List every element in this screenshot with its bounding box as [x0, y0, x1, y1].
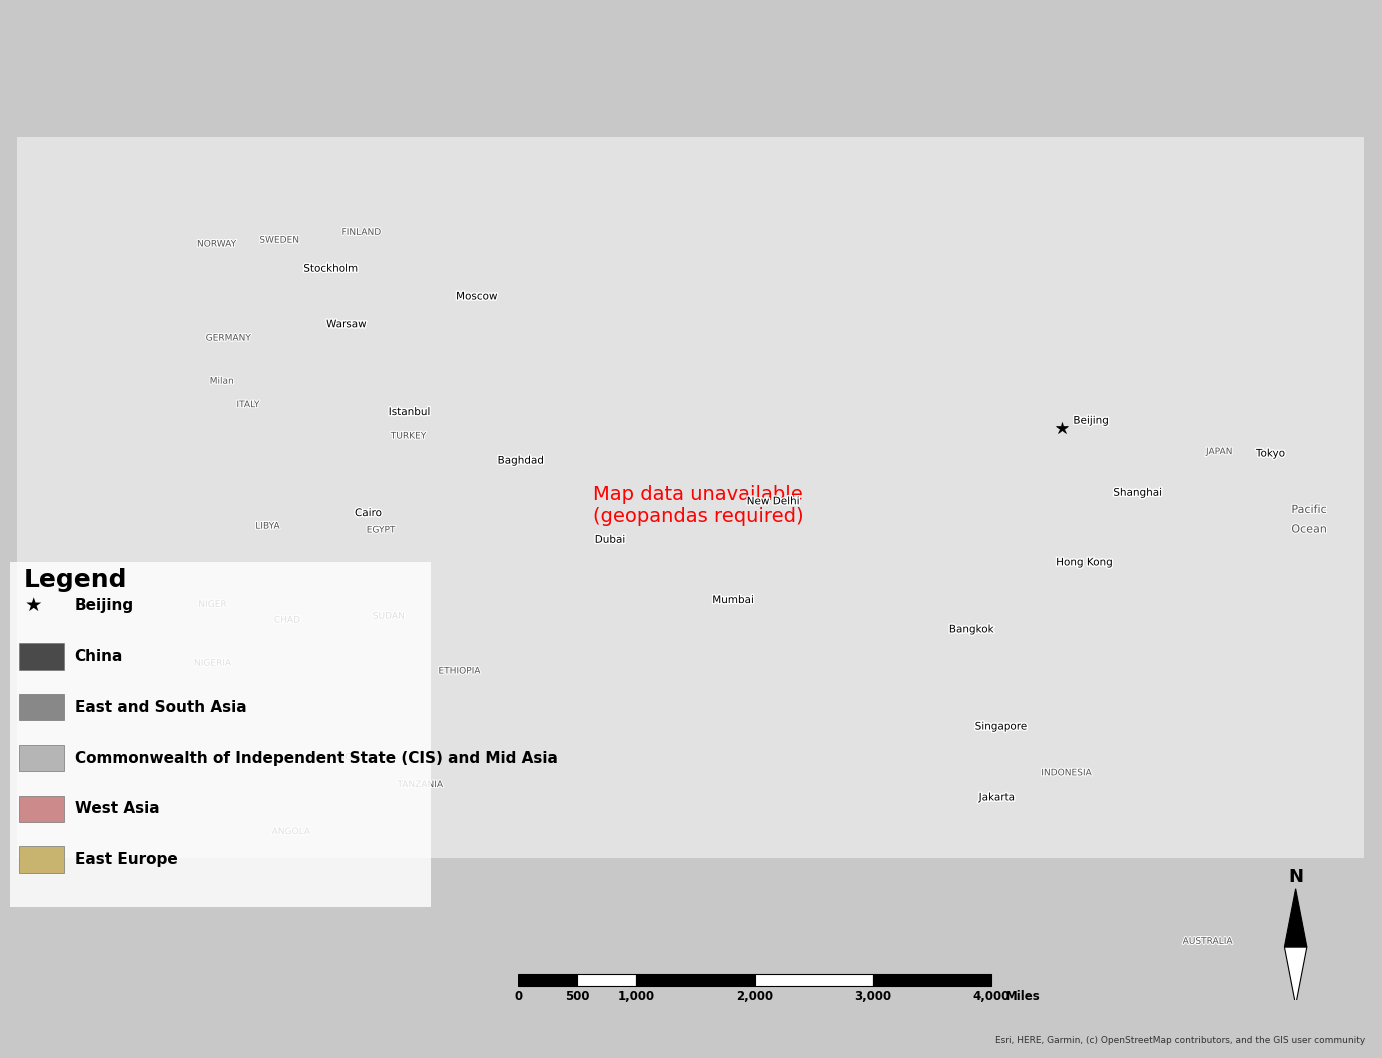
Text: Esri, HERE, Garmin, (c) OpenStreetMap contributors, and the GIS user community: Esri, HERE, Garmin, (c) OpenStreetMap co…: [995, 1036, 1365, 1045]
Text: ETHIOPIA: ETHIOPIA: [438, 667, 480, 675]
Text: DR CONGO: DR CONGO: [308, 752, 359, 762]
Text: Miles: Miles: [1005, 990, 1041, 1003]
Text: East Europe: East Europe: [75, 852, 177, 868]
Polygon shape: [1284, 889, 1307, 947]
Text: LIBYA: LIBYA: [256, 522, 279, 531]
Bar: [578, 974, 637, 986]
Text: JAPAN: JAPAN: [1206, 448, 1233, 456]
Text: EGYPT: EGYPT: [366, 526, 395, 534]
Text: 500: 500: [565, 990, 590, 1003]
Text: Jakarta: Jakarta: [978, 792, 1016, 802]
Text: Beijing: Beijing: [75, 598, 134, 614]
Text: New Delhi: New Delhi: [746, 496, 800, 507]
Polygon shape: [1284, 947, 1307, 1005]
Text: Moscow: Moscow: [456, 291, 498, 302]
Text: Map data unavailable
(geopandas required): Map data unavailable (geopandas required…: [593, 485, 803, 526]
Text: 4,000: 4,000: [973, 990, 1010, 1003]
Text: Shanghai: Shanghai: [1114, 488, 1162, 497]
Text: Commonwealth of Independent State (CIS) and Mid Asia: Commonwealth of Independent State (CIS) …: [75, 750, 557, 766]
Text: NIGER: NIGER: [198, 600, 227, 609]
Text: SUDAN: SUDAN: [373, 612, 405, 621]
Bar: [873, 974, 991, 986]
Text: AUSTRALIA: AUSTRALIA: [1183, 936, 1233, 946]
Text: ITALY: ITALY: [236, 400, 258, 409]
Text: Milan: Milan: [210, 377, 234, 386]
Text: 2,000: 2,000: [737, 990, 774, 1003]
Text: East and South Asia: East and South Asia: [75, 699, 246, 715]
Bar: [755, 974, 873, 986]
Text: Bangkok: Bangkok: [949, 624, 994, 635]
Bar: [518, 974, 578, 986]
Text: 0: 0: [514, 990, 522, 1003]
Text: Stockholm: Stockholm: [303, 263, 358, 274]
Text: INDONESIA: INDONESIA: [1041, 768, 1092, 778]
Text: GERMANY: GERMANY: [206, 333, 250, 343]
Text: Pacific: Pacific: [1291, 505, 1327, 515]
Text: N: N: [1288, 868, 1303, 887]
Text: Ocean: Ocean: [1291, 525, 1327, 534]
Text: NIGERIA: NIGERIA: [193, 659, 231, 668]
Text: Mumbai: Mumbai: [712, 595, 753, 605]
Text: Hong Kong: Hong Kong: [1056, 558, 1113, 567]
Text: Istanbul: Istanbul: [388, 407, 431, 417]
Text: Singapore: Singapore: [974, 722, 1027, 731]
Text: NORWAY: NORWAY: [198, 239, 236, 249]
Text: Legend: Legend: [23, 568, 127, 592]
Text: Baghdad: Baghdad: [498, 456, 545, 466]
Bar: [637, 974, 755, 986]
Text: China: China: [75, 649, 123, 664]
Text: Dubai: Dubai: [594, 534, 626, 545]
Text: TURKEY: TURKEY: [391, 432, 426, 440]
Text: SWEDEN: SWEDEN: [260, 236, 299, 244]
Text: 1,000: 1,000: [618, 990, 655, 1003]
Text: Warsaw: Warsaw: [326, 320, 366, 329]
Text: CHAD: CHAD: [274, 616, 300, 624]
Text: Beijing: Beijing: [1074, 416, 1110, 425]
Text: ★: ★: [25, 597, 41, 615]
Text: Cairo: Cairo: [355, 508, 383, 518]
Text: Tokyo: Tokyo: [1256, 449, 1285, 458]
Text: FINLAND: FINLAND: [341, 227, 381, 237]
Text: West Asia: West Asia: [75, 801, 159, 817]
Text: ANGOLA: ANGOLA: [272, 827, 310, 836]
Text: 3,000: 3,000: [854, 990, 891, 1003]
Text: TANZANIA: TANZANIA: [398, 780, 442, 789]
